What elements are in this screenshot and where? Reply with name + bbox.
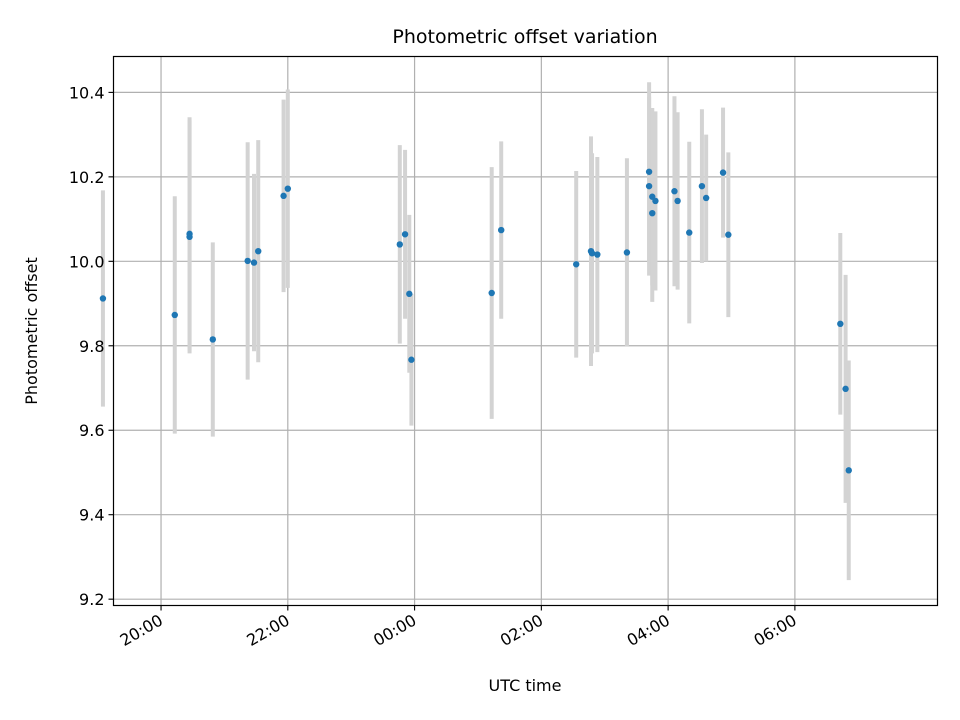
- data-point: [645, 182, 653, 190]
- data-point: [837, 320, 844, 328]
- data-point: [698, 182, 706, 190]
- data-point: [244, 257, 251, 265]
- data-point: [284, 185, 292, 192]
- x-tick-label: 02:00: [497, 611, 546, 651]
- data-point: [498, 226, 505, 234]
- y-tick-label: 10.4: [69, 83, 105, 102]
- y-tick-label: 10.0: [69, 252, 105, 271]
- data-point: [401, 231, 409, 238]
- data-point: [652, 197, 659, 205]
- x-tick-label: 20:00: [117, 611, 166, 651]
- data-point: [408, 356, 415, 363]
- data-point: [623, 249, 631, 256]
- data-point: [280, 192, 287, 200]
- data-point: [255, 247, 262, 255]
- chart-title: Photometric offset variation: [392, 26, 657, 48]
- data-point: [588, 250, 596, 257]
- data-point: [845, 467, 852, 474]
- x-axis: 20:00 22:00 00:00 02:00 04:00 06:00: [117, 605, 800, 651]
- data-point: [719, 169, 727, 176]
- data-point: [649, 209, 656, 217]
- data-point: [406, 290, 413, 298]
- data-point: [573, 261, 580, 268]
- data-point: [488, 289, 495, 297]
- plot-frame: [112, 55, 939, 607]
- y-tick-label: 10.2: [69, 168, 105, 187]
- plot-area: [113, 56, 938, 606]
- y-tick-label: 9.4: [79, 506, 104, 525]
- data-point: [186, 233, 193, 241]
- data-point: [645, 168, 653, 175]
- data-point: [594, 251, 601, 258]
- data-point: [99, 295, 107, 302]
- data-point: [842, 385, 849, 393]
- data-point: [702, 194, 710, 202]
- x-tick-label: 06:00: [750, 611, 799, 651]
- data-point: [686, 229, 693, 236]
- data-point: [209, 336, 217, 343]
- x-tick-label: 22:00: [243, 611, 292, 651]
- data-point: [171, 311, 178, 319]
- data-points: [99, 168, 852, 474]
- y-tick-label: 9.2: [79, 590, 104, 609]
- data-point: [250, 259, 258, 266]
- data-point: [674, 197, 681, 205]
- x-tick-label: 04:00: [624, 611, 673, 651]
- data-point: [396, 241, 403, 248]
- x-tick-label: 00:00: [370, 611, 419, 651]
- y-axis: 9.2 9.4 9.6 9.8 10.0 10.2 10.4: [69, 83, 114, 609]
- data-point: [725, 231, 732, 238]
- y-axis-label: Photometric offset: [22, 257, 41, 405]
- y-tick-label: 9.6: [79, 421, 104, 440]
- y-tick-label: 9.8: [79, 337, 104, 356]
- data-point: [671, 188, 678, 195]
- x-axis-label: UTC time: [489, 676, 562, 695]
